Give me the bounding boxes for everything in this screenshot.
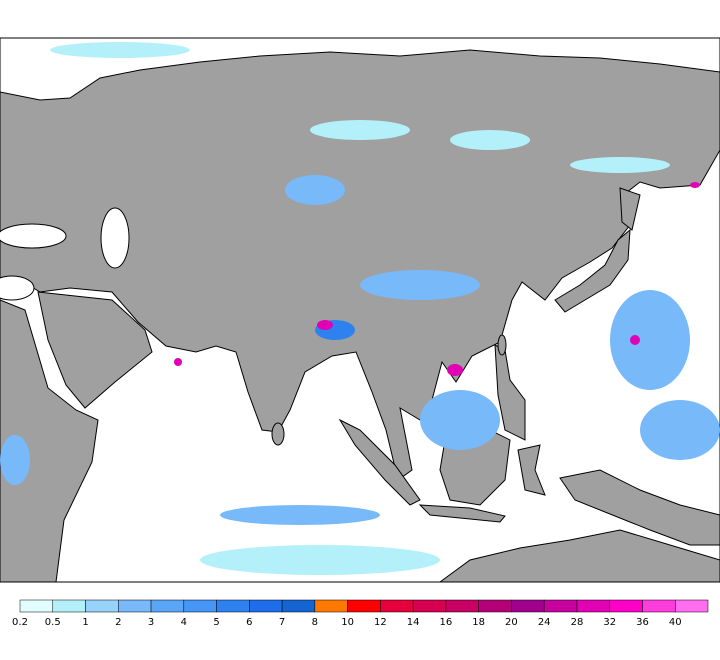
colorbar-label: 28 [571, 617, 584, 628]
color-swatch [19, 599, 54, 613]
colorbar-label: 5 [213, 617, 219, 628]
colorbar-label: 10 [341, 617, 354, 628]
colorbar-label: 24 [538, 617, 551, 628]
land [0, 49, 720, 481]
color-swatch [281, 599, 316, 613]
land [338, 418, 421, 506]
color-swatch [576, 599, 610, 613]
colorbar-label: 14 [407, 617, 420, 628]
colorbar-label: 18 [472, 617, 485, 628]
land [619, 187, 641, 231]
color-swatch [347, 599, 381, 613]
color-swatch [478, 599, 512, 613]
colorbar-label: 0.5 [45, 617, 61, 628]
land [37, 291, 153, 409]
color-swatch [412, 599, 447, 613]
sea [0, 223, 67, 249]
colorbar-label: 12 [374, 617, 387, 628]
color-swatch [183, 599, 217, 613]
land [559, 469, 720, 546]
color-swatch [380, 599, 414, 613]
colorbar-label: 4 [181, 617, 187, 628]
colorbar-label: 20 [505, 617, 518, 628]
color-swatch [249, 599, 283, 613]
map [0, 37, 720, 583]
land [494, 344, 526, 441]
land [554, 228, 631, 313]
land [271, 422, 285, 446]
precipitation [0, 42, 720, 575]
sea [100, 207, 130, 269]
colorbar-label: 8 [312, 617, 318, 628]
land [517, 444, 546, 496]
color-swatch [445, 599, 479, 613]
color-swatch [216, 599, 250, 613]
colorbar-label: 16 [440, 617, 453, 628]
color-swatch [314, 599, 348, 613]
color-swatch [52, 599, 86, 613]
colorbar-label: 32 [603, 617, 616, 628]
land [418, 504, 506, 523]
colorbar-label: 36 [636, 617, 649, 628]
land [0, 299, 99, 583]
sea [0, 275, 35, 301]
colorbar-label: 6 [246, 617, 252, 628]
colorbar-label: 3 [148, 617, 154, 628]
color-swatch [85, 599, 119, 613]
colorbar-label: 1 [82, 617, 88, 628]
colorbar-label: 40 [669, 617, 682, 628]
colorbar-label: 7 [279, 617, 285, 628]
color-swatch [511, 599, 545, 613]
land [497, 334, 507, 356]
color-swatch [150, 599, 185, 613]
colorbar-label: 2 [115, 617, 121, 628]
colorbar-label: 0.2 [12, 617, 28, 628]
color-swatch [543, 599, 578, 613]
colorbar: 0.2 0.5 1 2 3 4 5 6 7 8 10 12 14 16 18 20 24 28 32 36 40 [12, 599, 709, 628]
color-swatch [118, 599, 152, 613]
land [438, 529, 720, 583]
color-swatch [674, 599, 709, 613]
color-swatch [642, 599, 676, 613]
color-swatch [609, 599, 643, 613]
